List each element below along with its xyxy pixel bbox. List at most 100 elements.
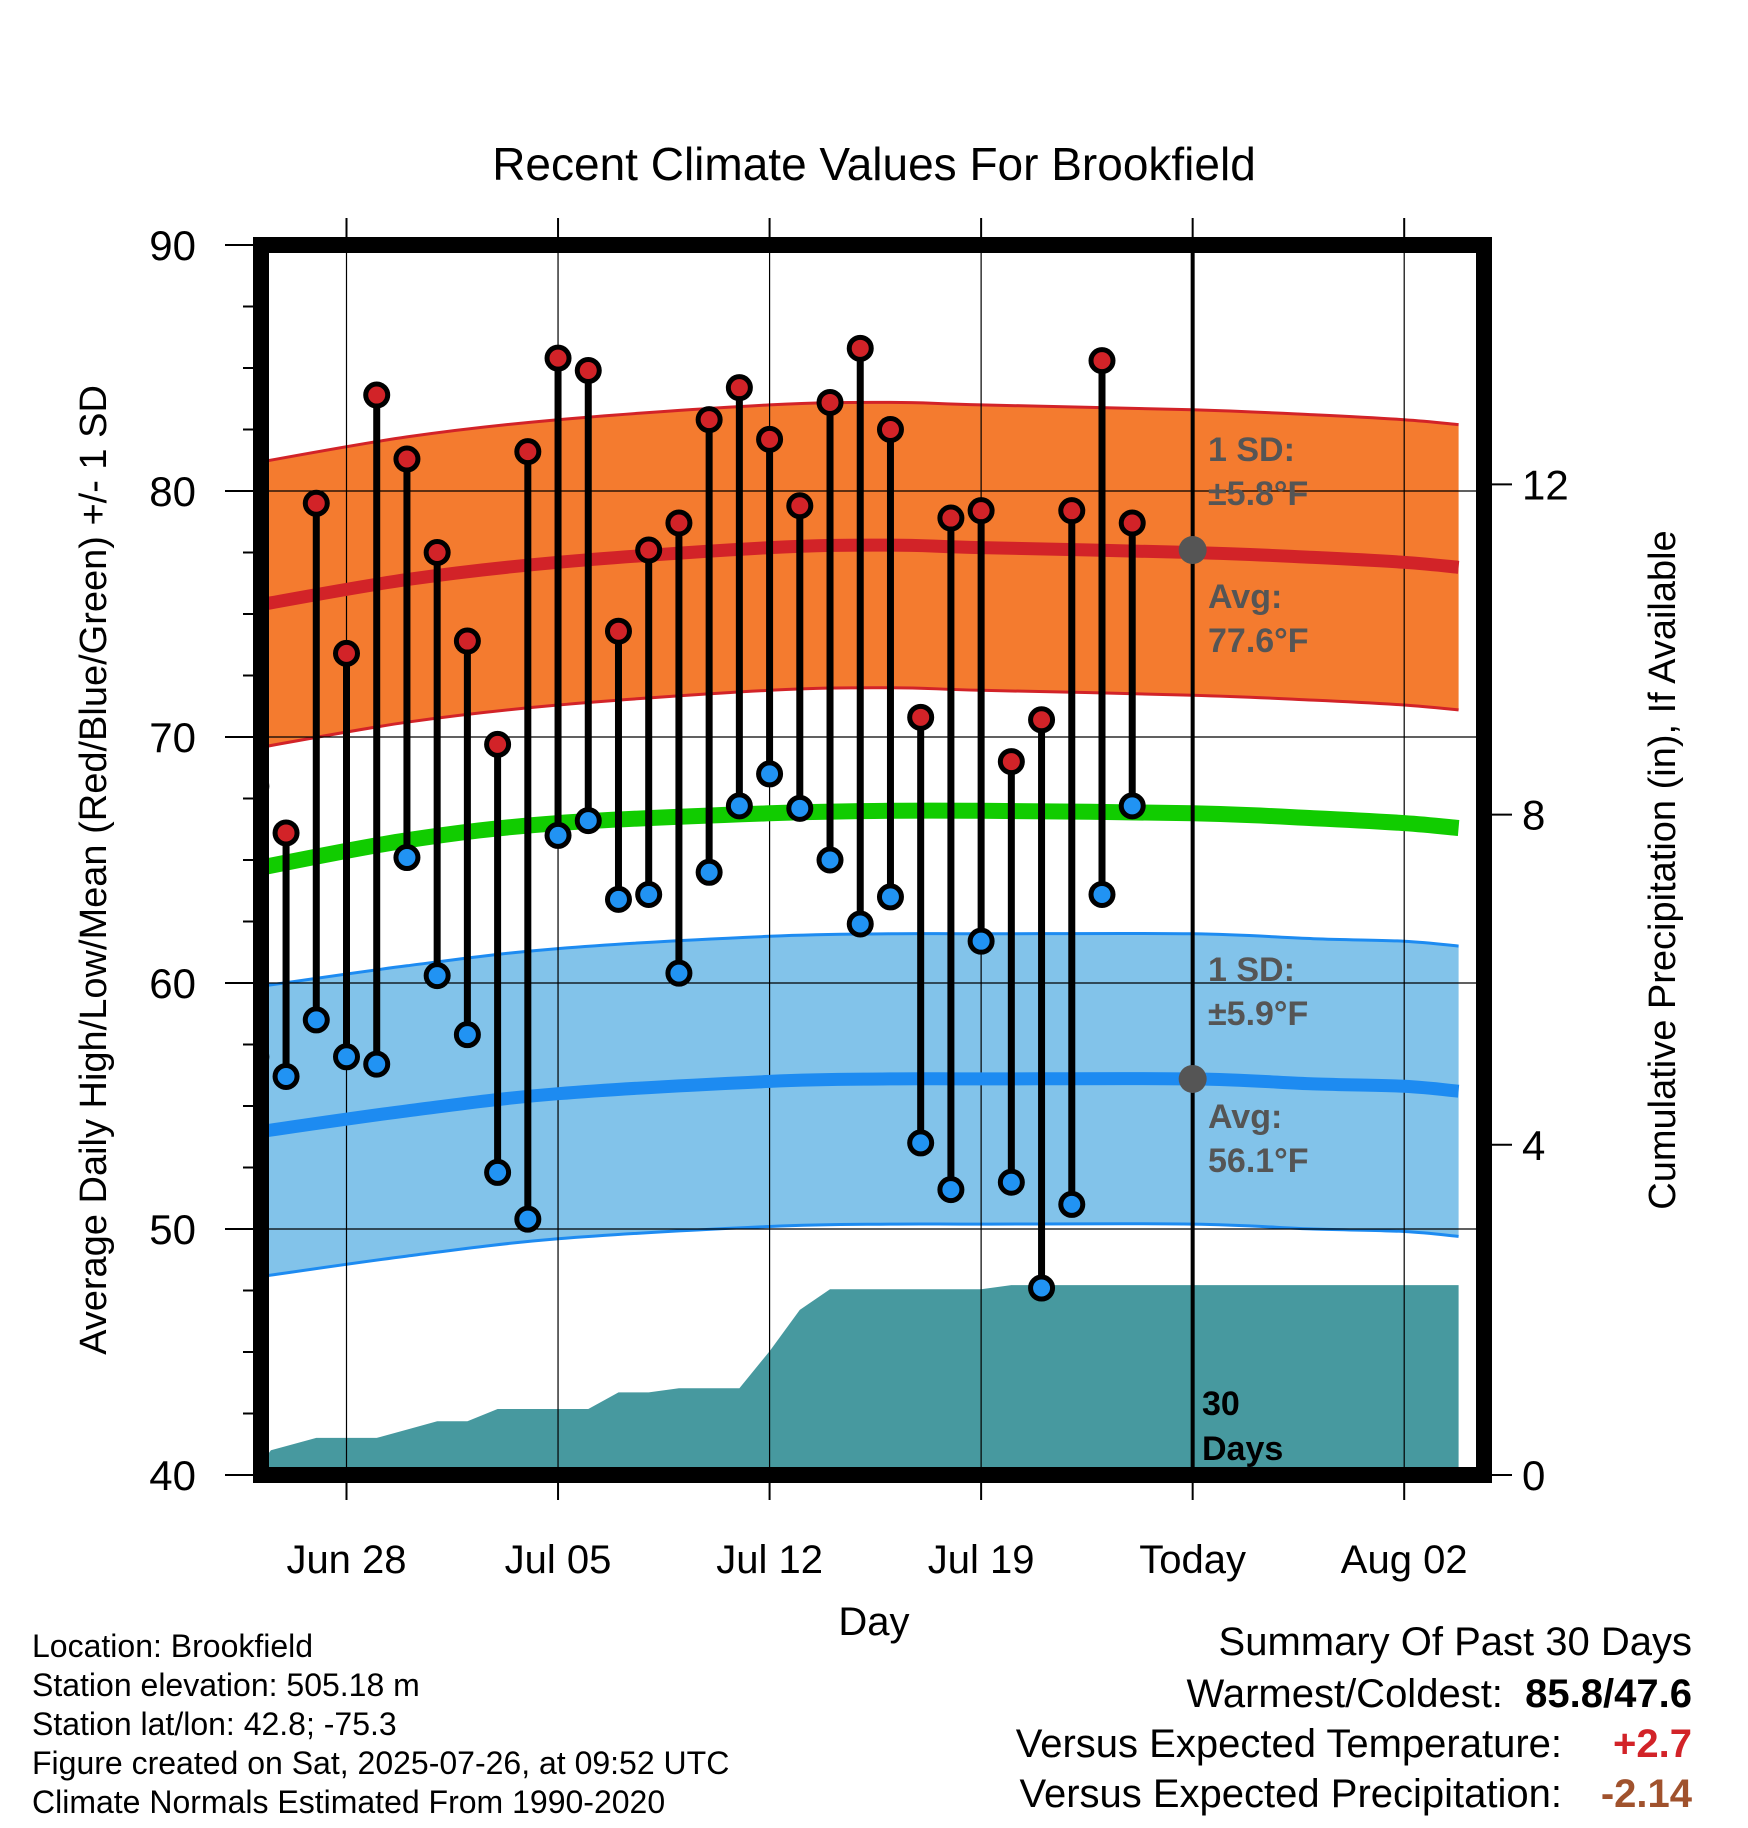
high-sd-band-upper-edge: [261, 400, 1459, 464]
precip-label-count: 30: [1202, 1385, 1240, 1423]
daily-high-marker: [423, 539, 451, 566]
daily-low-marker: [604, 885, 632, 913]
y-tick-label: 40: [149, 1452, 196, 1499]
daily-low-marker: [665, 959, 693, 987]
daily-low-marker: [846, 910, 874, 938]
daily-high-marker: [514, 438, 542, 466]
footer-created: Figure created on Sat, 2025-07-26, at 09…: [32, 1745, 730, 1781]
chart-title: Recent Climate Values For Brookfield: [492, 138, 1256, 190]
daily-low-marker: [393, 844, 421, 872]
daily-low-marker: [695, 858, 723, 886]
precip-versus-value: -2.14: [1600, 1772, 1692, 1816]
summary-title: Summary Of Past 30 Days: [1219, 1620, 1692, 1665]
daily-low-marker: [997, 1168, 1025, 1196]
daily-high-marker: [393, 445, 421, 473]
daily-low-marker: [967, 927, 995, 955]
daily-low-marker: [484, 1158, 512, 1186]
daily-high-marker: [333, 639, 360, 667]
daily-high-marker: [846, 334, 874, 362]
x-tick-label: Jul 05: [505, 1538, 612, 1582]
daily-high-marker: [363, 381, 391, 409]
daily-high-marker: [604, 617, 632, 645]
daily-low-marker: [333, 1043, 360, 1071]
daily-high-marker: [967, 497, 995, 525]
plot-area: [261, 245, 1484, 1475]
daily-low-marker: [1088, 880, 1116, 908]
y-right-tick-label: 0: [1522, 1452, 1545, 1499]
low-avg-label: Avg:: [1208, 1098, 1282, 1136]
daily-low-marker: [635, 880, 663, 908]
low-sd-band-upper-edge: [261, 931, 1459, 988]
daily-high-marker: [756, 425, 784, 453]
daily-low-marker: [725, 792, 753, 820]
low-avg-value: 56.1°F: [1208, 1142, 1309, 1180]
y-tick-label: 80: [149, 468, 196, 515]
daily-low-marker: [876, 883, 904, 911]
temp-versus-label: Versus Expected Temperature:: [1015, 1722, 1562, 1766]
high-annotation: 1 SD: ±5.8°F Avg: 77.6°F: [1208, 431, 1309, 660]
high-sd-value: ±5.8°F: [1208, 475, 1308, 513]
daily-high-marker: [1088, 347, 1116, 375]
x-tick-label: Jun 28: [286, 1538, 406, 1582]
footer-normals: Climate Normals Estimated From 1990-2020: [32, 1784, 666, 1820]
x-tick-label: Jul 12: [716, 1538, 823, 1582]
daily-low-marker: [907, 1129, 935, 1157]
daily-high-marker: [1118, 509, 1146, 537]
daily-low-marker: [363, 1050, 391, 1078]
footer-latlon: Station lat/lon: 42.8; -75.3: [32, 1706, 397, 1742]
daily-high-marker: [1058, 497, 1086, 525]
daily-high-marker: [453, 627, 481, 655]
daily-low-marker: [302, 1006, 330, 1034]
daily-high-marker: [695, 406, 723, 434]
high-avg-label: Avg:: [1208, 578, 1282, 616]
y-right-tick-label: 4: [1522, 1122, 1545, 1169]
daily-high-marker: [574, 356, 602, 384]
daily-high-marker: [786, 492, 814, 520]
x-tick-label: Aug 02: [1341, 1538, 1468, 1582]
summary-temperature: Versus Expected Temperature: +2.7: [1016, 1722, 1692, 1767]
temp-versus-value: +2.7: [1613, 1722, 1692, 1766]
x-tick-label: Jul 19: [928, 1538, 1035, 1582]
warmest-value: 85.8: [1525, 1672, 1604, 1716]
footer-location: Location: Brookfield: [32, 1628, 314, 1664]
low-sd-value: ±5.9°F: [1208, 995, 1308, 1033]
plot-clip-group: [261, 245, 1484, 1475]
daily-low-marker: [514, 1205, 542, 1233]
daily-low-marker: [1118, 792, 1146, 820]
daily-low-marker: [453, 1021, 481, 1049]
warm-cold-slash: /: [1603, 1672, 1615, 1716]
daily-low-marker: [816, 846, 844, 874]
normal-high-line: [261, 538, 1460, 612]
x-tick-label: Today: [1139, 1538, 1246, 1582]
low-sd-label: 1 SD:: [1208, 951, 1295, 989]
x-axis-label: Day: [838, 1600, 909, 1644]
axes: 40 50 60 70 80 90 0 4 8 12 Jun 28 Jul 05 Jul 12 Jul 1…: [149, 218, 1569, 1582]
precip-area: [261, 1285, 1459, 1475]
daily-high-marker: [997, 748, 1025, 776]
y-tick-label: 70: [149, 714, 196, 761]
daily-low-marker: [272, 1062, 300, 1090]
daily-high-marker: [816, 388, 844, 416]
low-annotation: 1 SD: ±5.9°F Avg: 56.1°F: [1208, 951, 1309, 1180]
daily-low-marker: [937, 1176, 965, 1204]
coldest-value: 47.6: [1614, 1672, 1692, 1716]
daily-high-marker: [907, 703, 935, 731]
daily-high-marker: [937, 504, 965, 532]
today-high-avg-marker: [1178, 536, 1207, 565]
daily-high-marker: [272, 819, 300, 847]
y-tick-label: 50: [149, 1206, 196, 1253]
daily-low-marker: [756, 760, 784, 788]
daily-low-marker: [574, 807, 602, 835]
y-tick-label: 90: [149, 222, 196, 269]
daily-low-marker: [786, 794, 814, 822]
daily-low-marker: [423, 962, 451, 990]
high-avg-value: 77.6°F: [1208, 622, 1309, 660]
daily-high-marker: [665, 509, 693, 537]
warm-cold-label: Warmest/Coldest:: [1186, 1672, 1503, 1716]
daily-high-marker: [302, 489, 330, 517]
today-low-avg-marker: [1178, 1064, 1207, 1093]
daily-low-marker: [544, 821, 572, 849]
daily-high-marker: [725, 374, 753, 402]
daily-high-marker: [876, 416, 904, 443]
